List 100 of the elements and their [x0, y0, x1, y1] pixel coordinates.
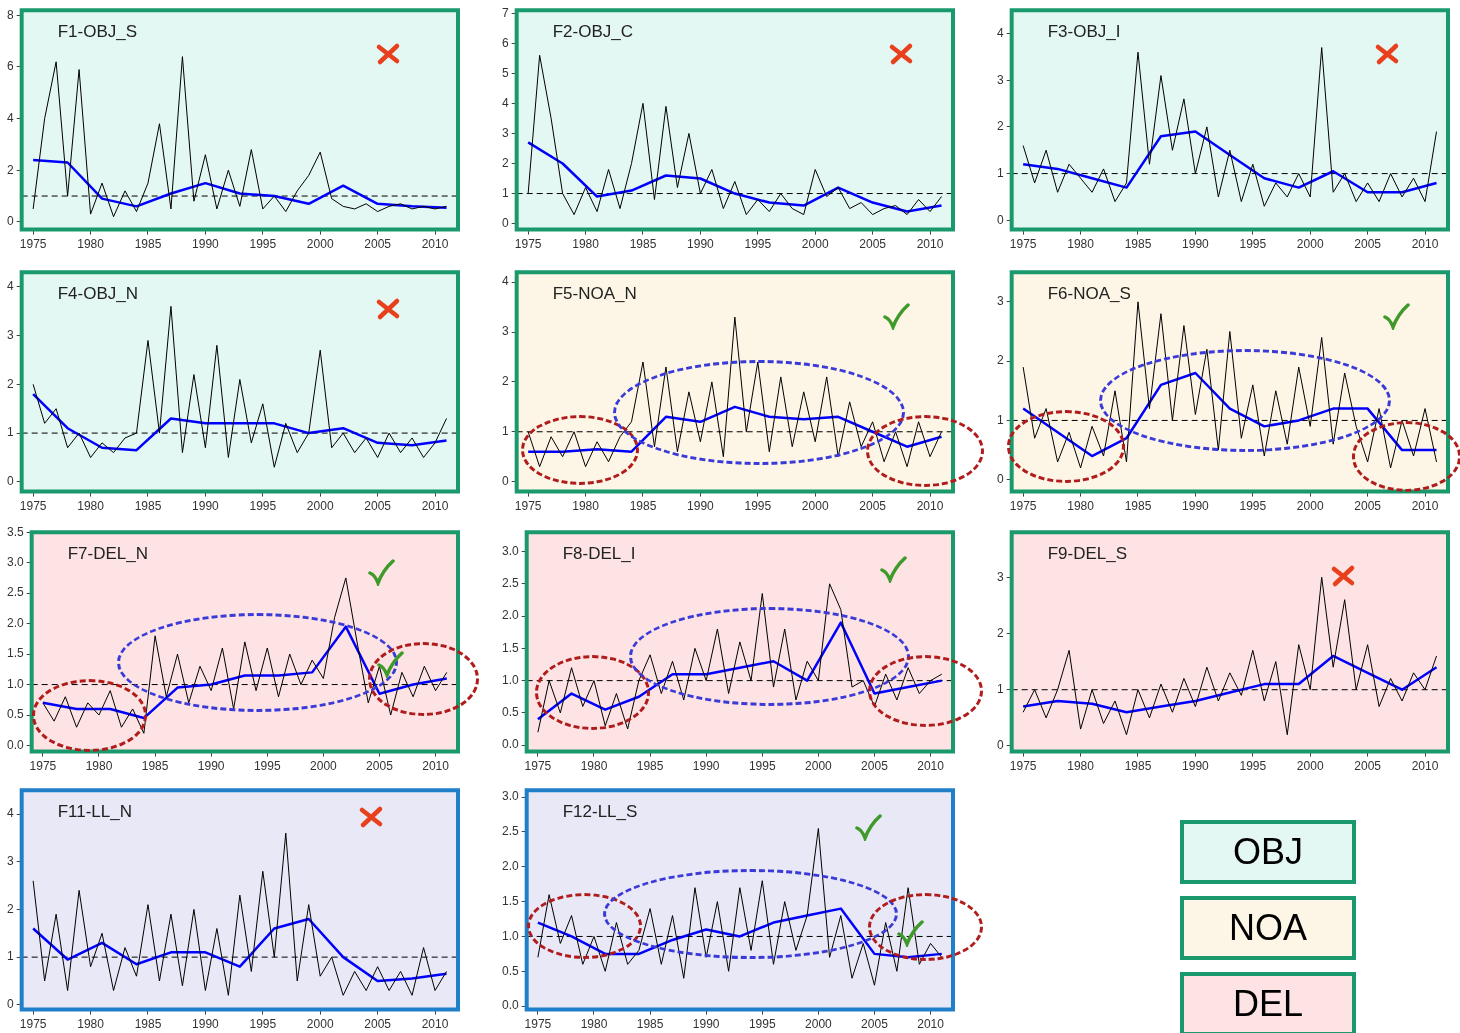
- y-tick-label: 0: [501, 215, 509, 230]
- x-tick-label: 2000: [801, 237, 829, 252]
- x-tick-label: 1985: [1124, 237, 1152, 252]
- x-tick-label: 1990: [192, 499, 220, 514]
- y-tick-label: 0: [501, 473, 509, 488]
- text: F5-NOA_N: [552, 284, 637, 304]
- x-tick-label: 2000: [306, 499, 334, 514]
- x-tick-label: 2010: [421, 237, 449, 252]
- x-tick-label: 1990: [1182, 237, 1210, 252]
- x-tick-label: 1990: [692, 1017, 720, 1032]
- x-tick-label: 2010: [1411, 237, 1439, 252]
- x-tick-label: 1995: [1239, 237, 1267, 252]
- x-tick-label: 1980: [1067, 237, 1095, 252]
- x-tick-label: 2005: [364, 237, 392, 252]
- y-tick-label: 4: [6, 110, 14, 125]
- y-tick-label: 0: [6, 214, 14, 229]
- y-tick-label: 2.5: [501, 576, 519, 591]
- y-tick-label: 4: [6, 279, 14, 294]
- x-tick-label: 1980: [1067, 759, 1095, 774]
- y-tick-label: 2: [6, 901, 14, 916]
- x-tick-label: 2010: [916, 499, 944, 514]
- y-tick-label: 0: [996, 212, 1004, 227]
- x-tick-label: 2000: [306, 1017, 334, 1032]
- x-tick-label: 2010: [917, 1017, 945, 1032]
- x-tick-label: 2000: [805, 759, 833, 774]
- x-tick-label: 2005: [1354, 759, 1382, 774]
- x-tick-label: 2000: [1296, 759, 1324, 774]
- x-tick-label: 1985: [1124, 759, 1152, 774]
- y-tick-label: 3.0: [6, 554, 24, 569]
- x-tick-label: 1980: [77, 499, 105, 514]
- y-tick-label: 7: [501, 5, 509, 20]
- text: DEL: [1180, 972, 1356, 1033]
- y-tick-label: 0: [996, 472, 1004, 487]
- x-tick-label: 1990: [692, 759, 720, 774]
- x-tick-label: 1990: [197, 759, 225, 774]
- x-tick-label: 1985: [141, 759, 169, 774]
- x-tick-label: 1985: [134, 237, 162, 252]
- y-tick-label: 4: [996, 25, 1004, 40]
- x-tick-label: 2005: [366, 759, 394, 774]
- text: F2-OBJ_C: [552, 22, 633, 42]
- x-tick-label: 1990: [687, 499, 715, 514]
- y-tick-label: 1.5: [6, 646, 24, 661]
- x-tick-label: 1975: [19, 1017, 47, 1032]
- x-tick-label: 1990: [192, 1017, 220, 1032]
- y-tick-label: 2: [996, 119, 1004, 134]
- text: F11-LL_N: [57, 802, 133, 822]
- y-tick-label: 2.0: [501, 859, 519, 874]
- y-tick-label: 3.0: [501, 543, 519, 558]
- x-tick-label: 2005: [859, 237, 887, 252]
- text: OBJ: [1180, 820, 1356, 884]
- x-tick-label: 1980: [85, 759, 113, 774]
- x-tick-label: 2005: [1354, 499, 1382, 514]
- y-tick-label: 2.0: [501, 608, 519, 623]
- x-tick-label: 1975: [1009, 499, 1037, 514]
- text: NOA: [1180, 896, 1356, 960]
- text: F3-OBJ_I: [1047, 22, 1121, 42]
- x-tick-label: 1995: [744, 237, 772, 252]
- y-tick-label: 0.0: [501, 998, 519, 1013]
- x-tick-label: 1985: [629, 499, 657, 514]
- x-tick-label: 1995: [249, 1017, 277, 1032]
- y-tick-label: 4: [501, 274, 509, 289]
- y-tick-label: 3: [996, 569, 1004, 584]
- x-tick-label: 1975: [1009, 759, 1037, 774]
- x-tick-label: 1985: [636, 759, 664, 774]
- y-tick-label: 3: [996, 294, 1004, 309]
- x-tick-label: 1975: [19, 499, 47, 514]
- x-tick-label: 1975: [524, 759, 552, 774]
- x-tick-label: 2005: [364, 499, 392, 514]
- x-tick-label: 1995: [748, 1017, 776, 1032]
- x-tick-label: 1975: [514, 237, 542, 252]
- x-tick-label: 2000: [306, 237, 334, 252]
- x-tick-label: 2010: [421, 499, 449, 514]
- y-tick-label: 0: [6, 474, 14, 489]
- x-tick-label: 1995: [249, 499, 277, 514]
- y-tick-label: 1.5: [501, 893, 519, 908]
- y-tick-label: 2: [6, 162, 14, 177]
- x-tick-label: 1975: [514, 499, 542, 514]
- text: F9-DEL_S: [1047, 544, 1128, 564]
- x-tick-label: 2000: [801, 499, 829, 514]
- x-tick-label: 1980: [580, 1017, 608, 1032]
- y-tick-label: 3: [6, 327, 14, 342]
- x-tick-label: 2005: [859, 499, 887, 514]
- x-tick-label: 1975: [1009, 237, 1037, 252]
- y-tick-label: 0.5: [501, 963, 519, 978]
- x-tick-label: 1985: [629, 237, 657, 252]
- text: F8-DEL_I: [562, 544, 636, 564]
- y-tick-label: 1.0: [501, 672, 519, 687]
- x-tick-label: 1990: [1182, 759, 1210, 774]
- y-tick-label: 1.0: [6, 676, 24, 691]
- x-tick-label: 1995: [748, 759, 776, 774]
- x-tick-label: 1995: [253, 759, 281, 774]
- x-tick-label: 2010: [422, 759, 450, 774]
- y-tick-label: 2.0: [6, 615, 24, 630]
- y-tick-label: 1.5: [501, 640, 519, 655]
- y-tick-label: 2: [996, 353, 1004, 368]
- y-tick-label: 3: [501, 125, 509, 140]
- y-tick-label: 1: [6, 425, 14, 440]
- y-tick-label: 2: [996, 625, 1004, 640]
- x-tick-label: 2010: [1411, 759, 1439, 774]
- y-tick-label: 2.5: [6, 585, 24, 600]
